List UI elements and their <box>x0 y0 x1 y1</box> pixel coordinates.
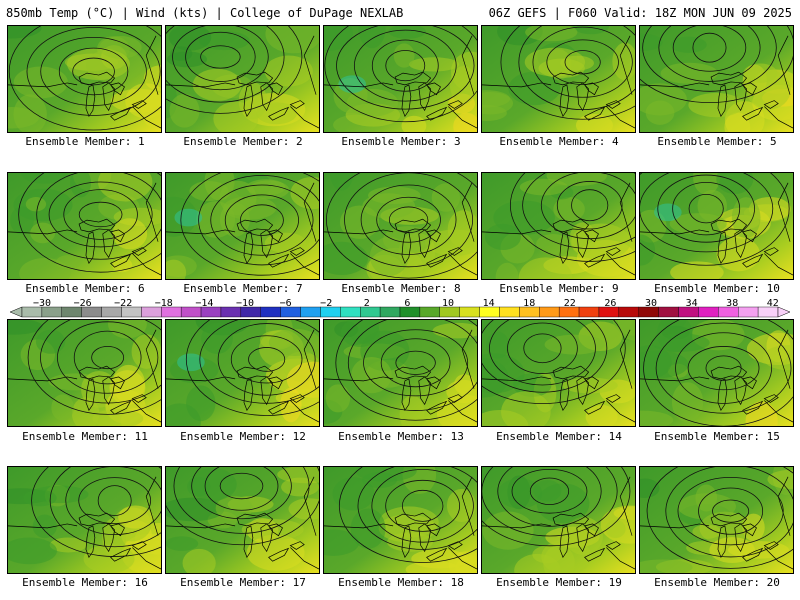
colorbar-swatch <box>499 306 520 318</box>
colorbar-swatch <box>658 306 679 318</box>
colorbar-tick-label: −2 <box>320 298 332 309</box>
ensemble-member-label: Ensemble Member: 13 <box>338 430 464 443</box>
temperature-map <box>8 173 161 279</box>
colorbar-swatch <box>578 306 600 318</box>
temperature-map <box>324 26 477 132</box>
colorbar-tick-label: 22 <box>564 298 576 309</box>
colorbar-swatch <box>698 306 719 318</box>
colorbar-tick-label: 26 <box>604 298 616 309</box>
temperature-map <box>640 320 793 426</box>
ensemble-member-label: Ensemble Member: 16 <box>22 576 148 589</box>
temperature-map <box>324 467 477 573</box>
colorbar-swatch <box>419 306 440 318</box>
map-title: 850mb Temp (°C) | Wind (kts) | College o… <box>6 6 404 20</box>
colorbar-tick-label: 30 <box>645 298 657 309</box>
ensemble-member-label: Ensemble Member: 10 <box>654 282 780 295</box>
temperature-map <box>482 320 635 426</box>
temperature-map <box>640 26 793 132</box>
ensemble-panel-12 <box>165 319 320 427</box>
ensemble-member-label: Ensemble Member: 11 <box>22 430 148 443</box>
ensemble-panel-13 <box>323 319 478 427</box>
ensemble-member-label: Ensemble Member: 19 <box>496 576 622 589</box>
colorbar-tick-label: 6 <box>404 298 410 309</box>
ensemble-member-label: Ensemble Member: 12 <box>180 430 306 443</box>
temperature-map <box>324 320 477 426</box>
model-run-info: 06Z GEFS | F060 Valid: 18Z MON JUN 09 20… <box>488 6 792 20</box>
ensemble-member-label: Ensemble Member: 8 <box>341 282 461 295</box>
colorbar-tick-label: −22 <box>114 298 132 309</box>
colorbar-tick-label: 10 <box>442 298 454 309</box>
temperature-map <box>166 26 319 132</box>
colorbar-swatch <box>618 306 639 318</box>
colorbar-swatch <box>340 306 361 318</box>
colorbar-swatch <box>539 306 560 318</box>
temperature-map <box>482 467 635 573</box>
temperature-colorbar: −30 −26 −22 −18 −14 −10 −6 −2 2 6 10 14 18 22 26 30 34 38… <box>10 298 790 318</box>
colorbar-tick-label: 18 <box>523 298 535 309</box>
ensemble-panel-6 <box>7 172 162 280</box>
ensemble-panel-4 <box>481 25 636 133</box>
temperature-map <box>8 26 161 132</box>
ensemble-member-label: Ensemble Member: 2 <box>183 135 303 148</box>
ensemble-panel-3 <box>323 25 478 133</box>
ensemble-member-label: Ensemble Member: 18 <box>338 576 464 589</box>
temperature-map <box>166 173 319 279</box>
ensemble-member-label: Ensemble Member: 20 <box>654 576 780 589</box>
ensemble-panel-8 <box>323 172 478 280</box>
colorbar-swatch <box>459 306 480 318</box>
colorbar-tick-label: −18 <box>155 298 173 309</box>
temperature-map <box>324 173 477 279</box>
colorbar-tick-label: 38 <box>726 298 738 309</box>
colorbar-tick-label: 2 <box>364 298 370 309</box>
ensemble-panel-11 <box>7 319 162 427</box>
ensemble-member-label: Ensemble Member: 1 <box>25 135 145 148</box>
temperature-map <box>166 320 319 426</box>
ensemble-member-label: Ensemble Member: 4 <box>499 135 619 148</box>
temperature-map <box>640 173 793 279</box>
ensemble-member-label: Ensemble Member: 5 <box>657 135 777 148</box>
colorbar-swatch <box>260 306 281 318</box>
ensemble-panel-15 <box>639 319 794 427</box>
colorbar-tick-label: −6 <box>280 298 292 309</box>
ensemble-panel-2 <box>165 25 320 133</box>
colorbar-tick-label: 14 <box>483 298 495 309</box>
ensemble-panel-9 <box>481 172 636 280</box>
ensemble-member-label: Ensemble Member: 9 <box>499 282 619 295</box>
temperature-map <box>640 467 793 573</box>
colorbar-tick-label: −10 <box>236 298 254 309</box>
temperature-map <box>482 26 635 132</box>
ensemble-member-label: Ensemble Member: 14 <box>496 430 622 443</box>
ensemble-member-label: Ensemble Member: 17 <box>180 576 306 589</box>
ensemble-member-label: Ensemble Member: 7 <box>183 282 303 295</box>
ensemble-panel-16 <box>7 466 162 574</box>
temperature-map <box>8 467 161 573</box>
ensemble-member-label: Ensemble Member: 6 <box>25 282 145 295</box>
ensemble-panel-7 <box>165 172 320 280</box>
colorbar-tick-label: −30 <box>33 298 51 309</box>
colorbar-swatch <box>300 306 321 318</box>
colorbar-swatch <box>738 306 759 318</box>
temperature-map <box>482 173 635 279</box>
colorbar-tick-label: 34 <box>686 298 698 309</box>
ensemble-panel-14 <box>481 319 636 427</box>
ensemble-member-label: Ensemble Member: 3 <box>341 135 461 148</box>
ensemble-panel-18 <box>323 466 478 574</box>
ensemble-panel-17 <box>165 466 320 574</box>
ensemble-panel-10 <box>639 172 794 280</box>
ensemble-panel-5 <box>639 25 794 133</box>
ensemble-member-label: Ensemble Member: 15 <box>654 430 780 443</box>
colorbar-tick-label: −14 <box>195 298 213 309</box>
ensemble-panel-1 <box>7 25 162 133</box>
temperature-map <box>8 320 161 426</box>
colorbar-tick-label: 42 <box>767 298 779 309</box>
colorbar-swatch <box>379 306 401 318</box>
temperature-map <box>166 467 319 573</box>
ensemble-panel-19 <box>481 466 636 574</box>
colorbar-tick-label: −26 <box>74 298 92 309</box>
ensemble-panel-20 <box>639 466 794 574</box>
